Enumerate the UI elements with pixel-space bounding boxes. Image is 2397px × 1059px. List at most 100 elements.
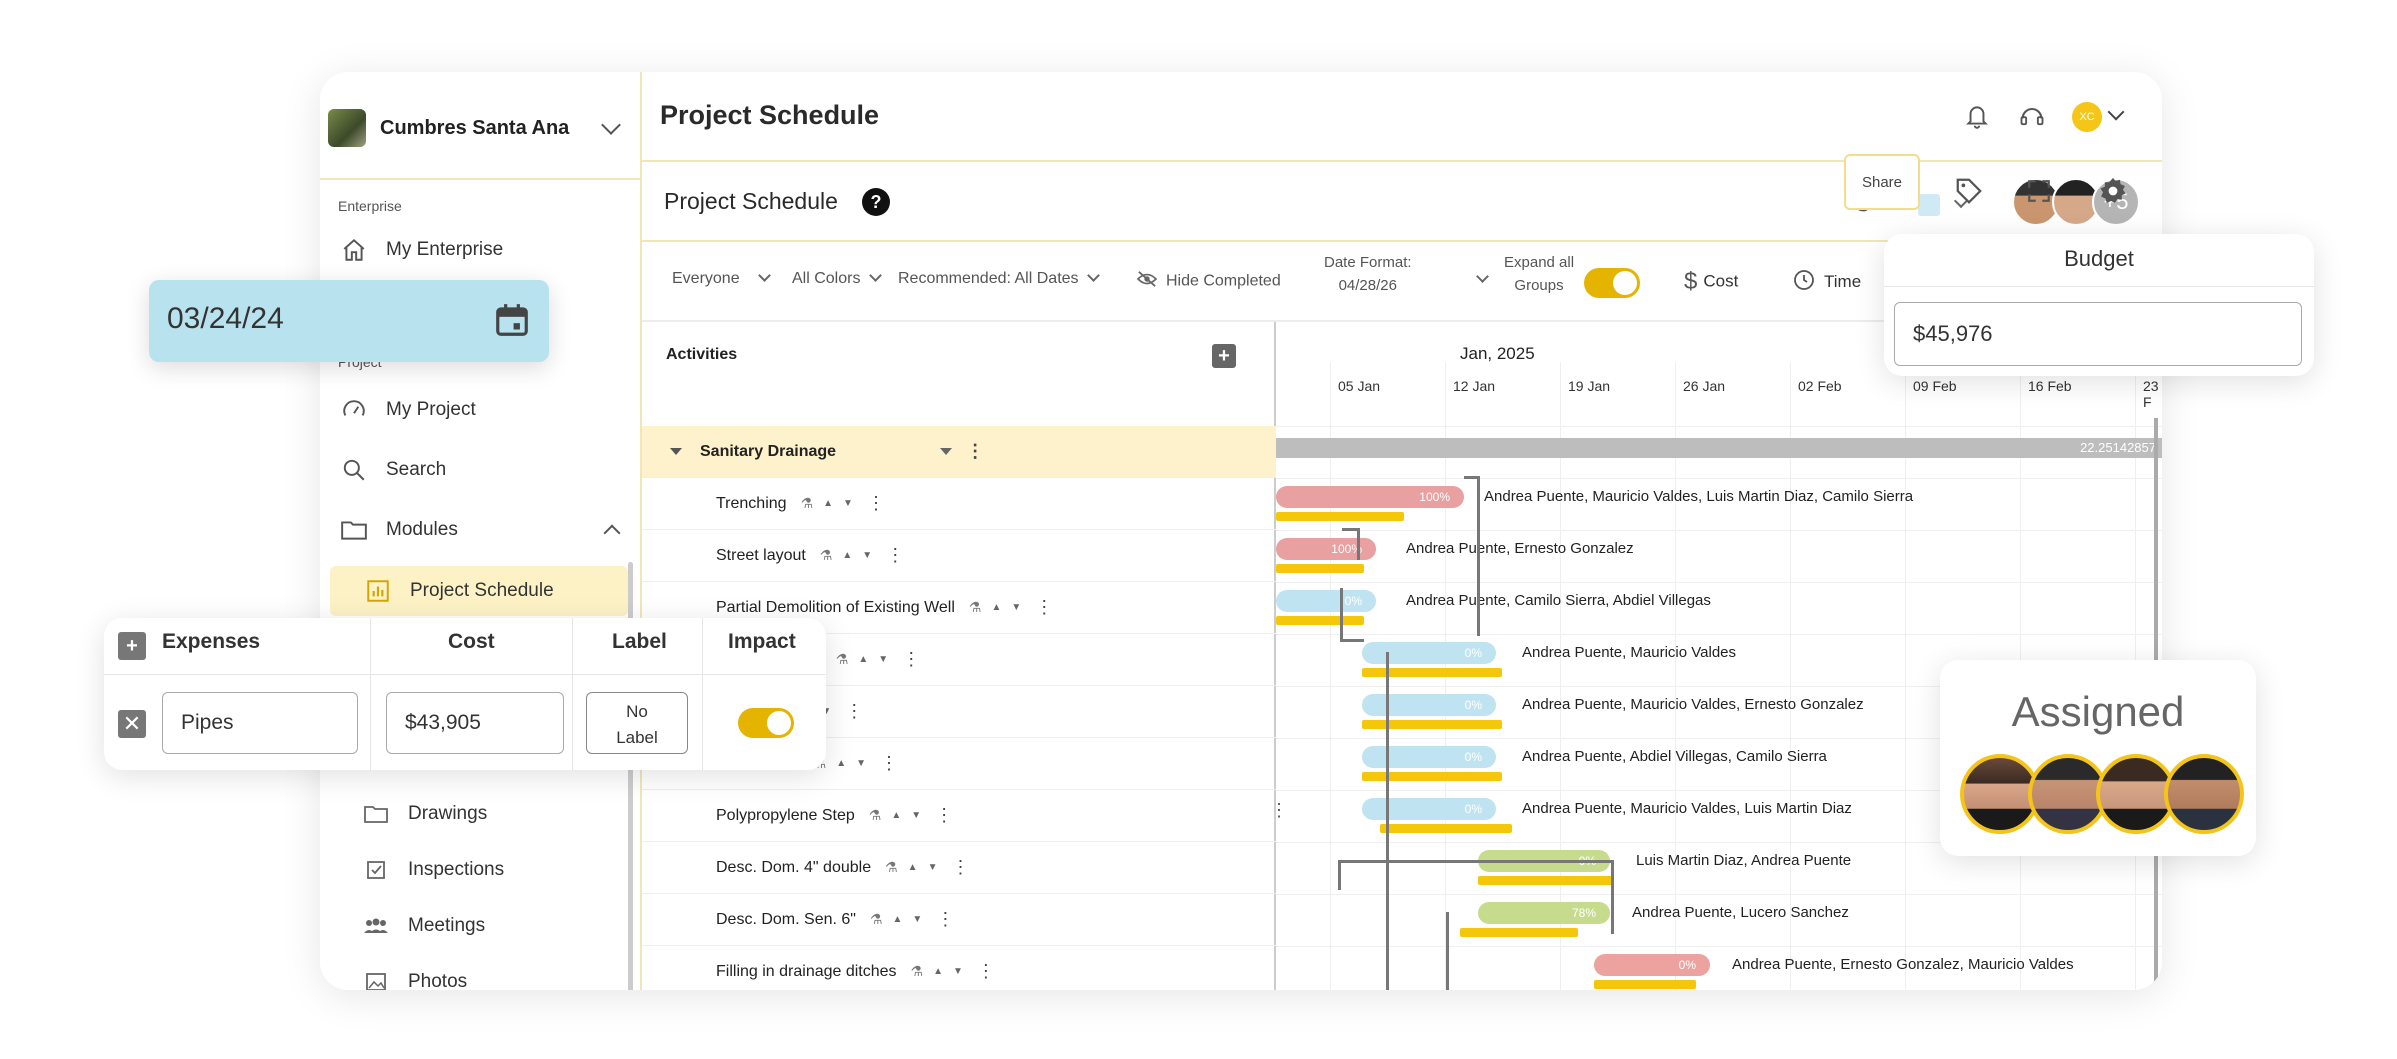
avatar[interactable] <box>2028 754 2108 834</box>
move-down-icon[interactable]: ▼ <box>953 966 963 977</box>
move-up-icon[interactable]: ▲ <box>933 966 944 977</box>
more-icon[interactable]: ⋮ <box>935 805 953 825</box>
filter-dates[interactable]: Recommended: All Dates <box>898 269 1100 288</box>
sidebar-item-inspections[interactable]: Inspections <box>360 846 650 894</box>
move-up-icon[interactable]: ▲ <box>836 758 847 769</box>
expense-cost-input[interactable]: $43,905 <box>386 692 564 754</box>
task-bar[interactable]: 0% <box>1362 798 1496 820</box>
more-icon[interactable]: ⋮ <box>886 545 904 565</box>
calendar-icon[interactable] <box>493 300 531 345</box>
move-up-icon[interactable]: ▲ <box>842 550 853 561</box>
move-up-icon[interactable]: ▲ <box>991 602 1002 613</box>
flask-icon[interactable]: ⚗ <box>835 651 849 667</box>
budget-input[interactable]: $45,976 <box>1894 302 2302 366</box>
remove-expense-button[interactable]: ✕ <box>118 710 146 738</box>
more-icon[interactable]: ⋮ <box>976 961 995 981</box>
collapse-icon[interactable] <box>670 448 682 455</box>
activity-row[interactable]: Partial Demolition of Existing Well ⚗ ▲ ▼ ⋮ <box>642 582 1276 634</box>
flask-icon[interactable]: ⚗ <box>910 963 924 979</box>
sidebar-scrollbar[interactable] <box>628 562 633 990</box>
help-icon[interactable]: ? <box>862 188 890 216</box>
task-bar[interactable]: 0% <box>1362 746 1496 768</box>
activity-row[interactable]: Desc. Dom. 4" double ⚗ ▲ ▼ ⋮ <box>642 842 1276 894</box>
move-up-icon[interactable]: ▲ <box>907 862 918 873</box>
support-icon[interactable] <box>2018 102 2046 135</box>
task-bar[interactable]: 0% <box>1594 954 1710 976</box>
fullscreen-icon[interactable] <box>2026 178 2052 209</box>
flask-icon[interactable]: ⚗ <box>968 599 982 615</box>
tag-icon[interactable] <box>1954 176 1984 211</box>
more-icon[interactable]: ⋮ <box>902 649 920 669</box>
activity-row[interactable]: Desc. Dom. Sen. 6" ⚗ ▲ ▼ ⋮ <box>642 894 1276 946</box>
more-icon[interactable]: ⋮ <box>936 909 954 929</box>
impact-toggle[interactable] <box>738 708 794 738</box>
move-down-icon[interactable]: ▼ <box>912 914 923 925</box>
sidebar-item-drawings[interactable]: Drawings <box>360 790 650 838</box>
more-icon[interactable]: ⋮ <box>866 493 885 513</box>
task-bar[interactable]: 78% <box>1478 902 1610 924</box>
time-toggle[interactable]: Time <box>1792 268 1861 297</box>
move-down-icon[interactable]: ▼ <box>821 706 832 717</box>
resize-handle-icon[interactable]: ⋮ <box>1270 800 1288 820</box>
sidebar-item-photos[interactable]: Photos <box>360 958 650 990</box>
task-bar[interactable]: 100% <box>1276 486 1464 508</box>
move-down-icon[interactable]: ▼ <box>856 758 866 769</box>
more-icon[interactable]: ⋮ <box>951 857 969 877</box>
cost-toggle[interactable]: $ Cost <box>1684 268 1738 296</box>
sidebar-item-my-project[interactable]: My Project <box>338 386 628 434</box>
activity-row[interactable]: Street layout ⚗ ▲ ▼ ⋮ <box>642 530 1276 582</box>
expense-name-input[interactable]: Pipes <box>162 692 358 754</box>
date-format-select[interactable]: Date Format: 04/28/26 <box>1324 254 1412 294</box>
flask-icon[interactable]: ⚗ <box>868 807 882 823</box>
flask-icon[interactable]: ⚗ <box>800 495 814 511</box>
more-icon[interactable]: ⋮ <box>966 441 984 461</box>
activity-row[interactable]: Filling in drainage ditches ⚗ ▲ ▼ ⋮ <box>642 946 1276 990</box>
move-up-icon[interactable]: ▲ <box>891 810 902 821</box>
sidebar-item-my-enterprise[interactable]: My Enterprise <box>338 226 628 274</box>
move-up-icon[interactable]: ▲ <box>858 654 869 665</box>
more-icon[interactable]: ⋮ <box>880 753 898 773</box>
sidebar-item-meetings[interactable]: Meetings <box>360 902 650 950</box>
gear-icon[interactable] <box>2098 176 2128 211</box>
share-button[interactable]: Share <box>1844 154 1920 210</box>
group-row[interactable]: Sanitary Drainage ⋮ <box>642 426 1276 478</box>
sidebar-item-modules[interactable]: Modules <box>338 506 628 554</box>
avatar[interactable] <box>2164 754 2244 834</box>
sidebar-item-search[interactable]: Search <box>338 446 628 494</box>
move-up-icon[interactable]: ▲ <box>823 498 834 509</box>
task-bar[interactable]: 0% <box>1362 694 1496 716</box>
move-down-icon[interactable]: ▼ <box>843 498 853 509</box>
user-avatar[interactable]: XC <box>2072 102 2102 132</box>
flask-icon[interactable]: ⚗ <box>885 859 898 875</box>
task-bar[interactable]: 0% <box>1362 642 1496 664</box>
sidebar-item-project-schedule[interactable]: Project Schedule <box>330 566 628 616</box>
filter-colors[interactable]: All Colors <box>792 269 882 288</box>
activity-row[interactable]: Polypropylene Step ⚗ ▲ ▼ ⋮ <box>642 790 1276 842</box>
group-summary-bar[interactable]: 22.25142857 <box>1276 438 2162 458</box>
project-switcher[interactable]: Cumbres Santa Ana <box>328 96 634 160</box>
add-activity-button[interactable]: + <box>1212 344 1236 368</box>
add-expense-button[interactable]: + <box>118 632 146 660</box>
bell-icon[interactable] <box>1964 102 1990 135</box>
label-select[interactable]: No Label <box>586 692 688 754</box>
more-icon[interactable]: ⋮ <box>1035 597 1053 617</box>
activity-row[interactable]: Trenching ⚗ ▲ ▼ ⋮ <box>642 478 1276 530</box>
date-picker-field[interactable]: 03/24/24 <box>149 280 549 362</box>
move-down-icon[interactable]: ▼ <box>911 810 922 821</box>
move-down-icon[interactable]: ▼ <box>862 550 873 561</box>
flask-icon[interactable]: ⚗ <box>819 547 833 563</box>
move-down-icon[interactable]: ▼ <box>1011 602 1022 613</box>
expand-groups-toggle[interactable] <box>1584 268 1640 298</box>
chevron-down-icon[interactable] <box>1476 270 1489 283</box>
hide-completed-toggle[interactable]: Hide Completed <box>1136 270 1281 293</box>
task-bar[interactable]: 0% <box>1276 590 1376 612</box>
more-icon[interactable]: ⋮ <box>845 701 863 721</box>
move-down-icon[interactable]: ▼ <box>878 654 889 665</box>
color-swatch[interactable] <box>1918 194 1940 216</box>
flask-icon[interactable]: ⚗ <box>869 911 883 927</box>
move-up-icon[interactable]: ▲ <box>892 914 903 925</box>
chevron-down-icon[interactable] <box>2107 103 2125 121</box>
chevron-down-icon[interactable] <box>940 448 953 455</box>
task-bar[interactable]: 100% <box>1276 538 1376 560</box>
move-down-icon[interactable]: ▼ <box>927 862 938 873</box>
